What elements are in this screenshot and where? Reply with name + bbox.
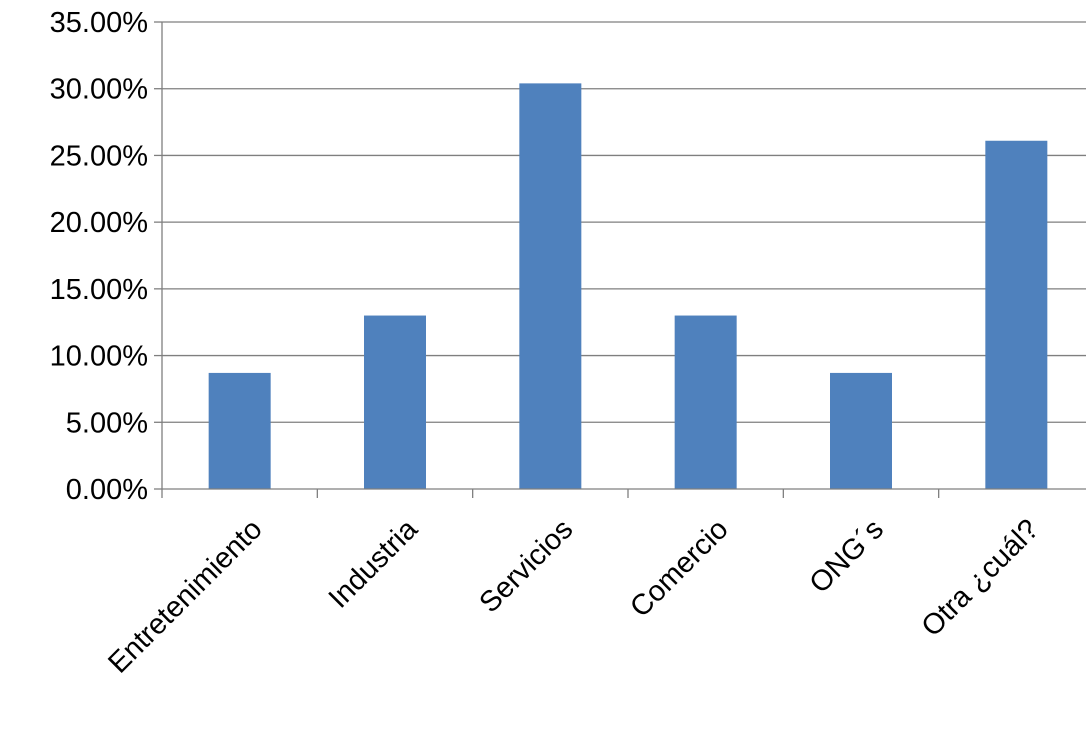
x-tick-label: Industria	[323, 513, 425, 615]
x-tick-label: Comercio	[624, 513, 734, 623]
y-tick-labels: 0.00% 5.00% 10.00% 15.00% 20.00% 25.00% 30.00%…	[50, 7, 148, 506]
x-tick-label: Otra ¿cuál?	[916, 513, 1046, 643]
x-tick-label: Servicios	[473, 513, 579, 619]
y-tick-label: 15.00%	[50, 274, 148, 306]
x-tick-label: Entretenimiento	[102, 513, 268, 679]
y-tick-label: 0.00%	[66, 474, 148, 506]
bar-4	[830, 372, 892, 489]
bar-5	[985, 140, 1048, 489]
y-tick-label: 25.00%	[50, 140, 148, 172]
bar-1	[364, 315, 426, 489]
bars	[208, 83, 1048, 490]
y-tick-label: 35.00%	[50, 7, 148, 39]
y-tick-label: 10.00%	[50, 341, 148, 373]
x-tick-labels: Entretenimiento Industria Servicios Comerci…	[102, 513, 1045, 680]
y-tick-label: 5.00%	[66, 407, 148, 439]
bar-3	[674, 315, 737, 489]
bar-0	[208, 372, 271, 489]
y-tick-label: 30.00%	[50, 74, 148, 106]
y-tick-label: 20.00%	[50, 207, 148, 239]
bar-2	[519, 83, 582, 490]
gridlines	[162, 21, 1086, 423]
x-tick-label: ONG´s	[804, 513, 890, 599]
axes	[154, 21, 1086, 498]
